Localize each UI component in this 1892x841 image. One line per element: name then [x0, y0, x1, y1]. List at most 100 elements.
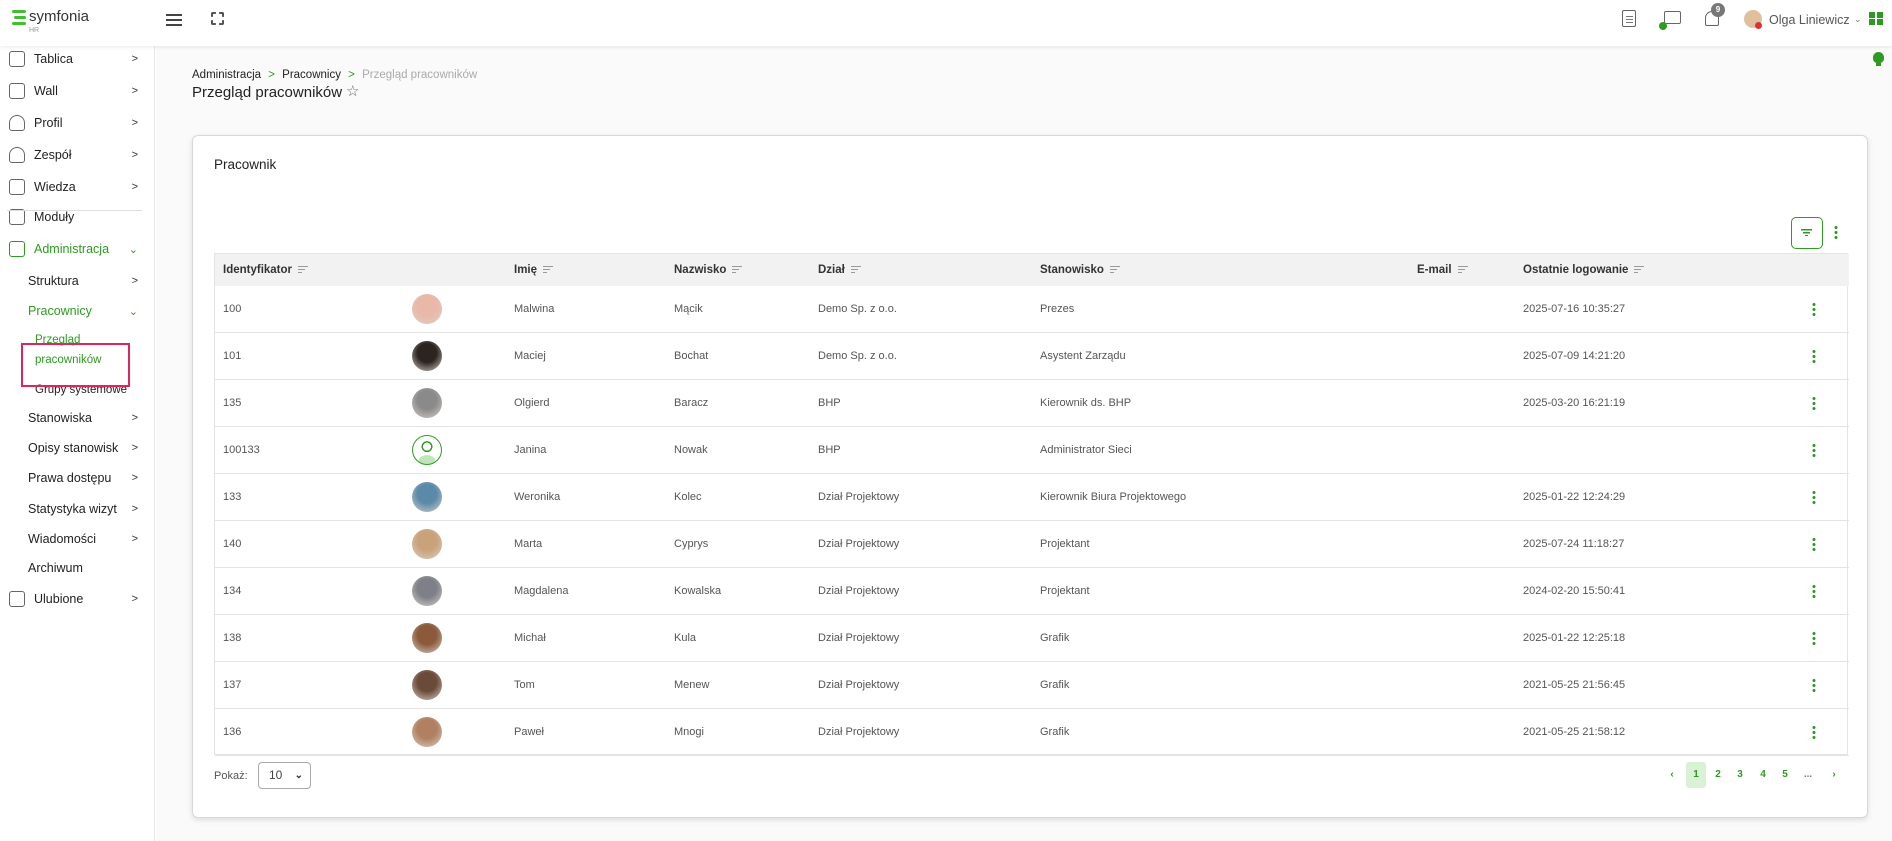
table-row[interactable]: 136 Paweł Mnogi Dział Projektowy Grafik 2021-…: [215, 709, 1849, 756]
column-header-label: Dział: [818, 264, 845, 276]
breadcrumb-administracja[interactable]: Administracja: [192, 69, 262, 81]
pagination-next-button[interactable]: ›: [1832, 769, 1836, 780]
column-header-dział[interactable]: Dział: [818, 254, 861, 286]
cell-last-login: 2021-05-25 21:58:12: [1523, 726, 1626, 738]
column-header-stanowisko[interactable]: Stanowisko: [1040, 254, 1120, 286]
avatar: [412, 529, 442, 559]
apps-grid-icon[interactable]: [1869, 12, 1883, 25]
cell-id: 100133: [223, 444, 260, 456]
cell-last: Kowalska: [674, 585, 722, 597]
cell-id: 134: [223, 585, 242, 597]
column-header-ostatnie-logowanie[interactable]: Ostatnie logowanie: [1523, 254, 1645, 286]
sidebar-item-administracja[interactable]: Administracja ⌄: [0, 235, 150, 263]
table-options-kebab-icon[interactable]: [1834, 225, 1838, 240]
row-actions-kebab-icon[interactable]: [1812, 584, 1816, 599]
user-menu-chevron-icon[interactable]: ⌄: [1854, 14, 1862, 24]
table-row[interactable]: 135 Olgierd Baracz BHP Kierownik ds. BHP 2025…: [215, 380, 1849, 427]
cell-first: Magdalena: [514, 585, 569, 597]
sidebar-item-label: Opisy stanowisk: [28, 441, 119, 455]
table-row[interactable]: 134 Magdalena Kowalska Dział Projektowy Proj…: [215, 568, 1849, 615]
sidebar-item-stanowiska[interactable]: Stanowiska >: [0, 404, 150, 432]
sort-icon[interactable]: [1634, 266, 1645, 274]
pagination-page-1[interactable]: 1: [1686, 762, 1706, 788]
sidebar-item-statystyka-wizyt[interactable]: Statystyka wizyt >: [0, 495, 150, 523]
pagination-page-2[interactable]: 2: [1715, 769, 1721, 780]
row-actions-kebab-icon[interactable]: [1812, 302, 1816, 317]
sidebar-item-grupy-systemowe[interactable]: Grupy systemowe: [0, 376, 150, 404]
chevron-right-icon: >: [131, 117, 138, 129]
lightbulb-icon[interactable]: [1873, 52, 1884, 66]
favorite-star-icon[interactable]: ☆: [346, 83, 360, 100]
sort-icon[interactable]: [298, 266, 309, 274]
chevron-right-icon: >: [131, 149, 138, 161]
cell-id: 135: [223, 397, 242, 409]
table-row[interactable]: 100 Malwina Mącik Demo Sp. z o.o. Prezes 2025…: [215, 286, 1849, 333]
pagination-page-ellipsis: ...: [1803, 769, 1813, 780]
sort-icon[interactable]: [543, 266, 554, 274]
sidebar-item-prawa-dostępu[interactable]: Prawa dostępu >: [0, 464, 150, 492]
filter-button[interactable]: [1791, 217, 1823, 249]
table-row[interactable]: 101 Maciej Bochat Demo Sp. z o.o. Asystent Z…: [215, 333, 1849, 380]
sidebar-item-zespół[interactable]: Zespół >: [0, 141, 150, 169]
row-actions-kebab-icon[interactable]: [1812, 443, 1816, 458]
sort-icon[interactable]: [1457, 266, 1468, 274]
sidebar-item-archiwum[interactable]: Archiwum: [0, 554, 150, 582]
sidebar-item-label: Wall: [34, 84, 58, 98]
menu-toggle-icon[interactable]: [166, 13, 182, 27]
cell-last-login: 2025-07-24 11:18:27: [1523, 538, 1625, 550]
messages-icon[interactable]: [1659, 11, 1681, 30]
sort-icon[interactable]: [1109, 266, 1120, 274]
table-row[interactable]: 137 Tom Menew Dział Projektowy Grafik 2021-05…: [215, 662, 1849, 709]
page-size-select[interactable]: 10 ⌄: [258, 762, 311, 789]
chat-icon: [9, 83, 25, 99]
row-actions-kebab-icon[interactable]: [1812, 490, 1816, 505]
cell-last: Baracz: [674, 397, 709, 409]
table-row[interactable]: 138 Michał Kula Dział Projektowy Grafik 2025-…: [215, 615, 1849, 662]
cell-last: Nowak: [674, 444, 708, 456]
pagination-prev-button[interactable]: ‹: [1670, 769, 1674, 780]
pagination-page-5[interactable]: 5: [1782, 769, 1788, 780]
user-avatar[interactable]: [1744, 10, 1762, 29]
sidebar-item-label: Pracownicy: [28, 304, 92, 318]
clipboard-icon[interactable]: [1622, 10, 1636, 27]
user-name[interactable]: Olga Liniewicz: [1769, 13, 1850, 27]
column-header-nazwisko[interactable]: Nazwisko: [674, 254, 743, 286]
row-actions-kebab-icon[interactable]: [1812, 631, 1816, 646]
column-header-identyfikator[interactable]: Identyfikator: [223, 254, 309, 286]
sidebar-item-tablica[interactable]: Tablica >: [0, 45, 150, 73]
table-row[interactable]: 133 Weronika Kolec Dział Projektowy Kierowni…: [215, 474, 1849, 521]
sidebar-item-pracowników[interactable]: pracowników: [0, 346, 150, 374]
sidebar-item-label: Archiwum: [28, 561, 83, 575]
cell-dept: Dział Projektowy: [818, 679, 900, 691]
sort-icon[interactable]: [732, 266, 743, 274]
sort-icon[interactable]: [850, 266, 861, 274]
sidebar-item-pracownicy[interactable]: Pracownicy ⌄: [0, 297, 150, 325]
pagination-page-4[interactable]: 4: [1760, 769, 1766, 780]
row-actions-kebab-icon[interactable]: [1812, 396, 1816, 411]
table-row[interactable]: 140 Marta Cyprys Dział Projektowy Projektant…: [215, 521, 1849, 568]
row-actions-kebab-icon[interactable]: [1812, 725, 1816, 740]
sidebar-item-ulubione[interactable]: Ulubione >: [0, 585, 150, 613]
table-row[interactable]: 100133 Janina Nowak BHP Administrator Sieci: [215, 427, 1849, 474]
row-actions-kebab-icon[interactable]: [1812, 349, 1816, 364]
row-actions-kebab-icon[interactable]: [1812, 537, 1816, 552]
sidebar-item-struktura[interactable]: Struktura >: [0, 267, 150, 295]
sidebar: Tablica > Wall > Profil > Zespół > Wiedza > Moduły…: [0, 46, 155, 841]
sidebar-item-wiedza[interactable]: Wiedza >: [0, 173, 150, 201]
sidebar-item-wiadomości[interactable]: Wiadomości >: [0, 525, 150, 553]
cell-id: 140: [223, 538, 242, 550]
logo-text: symfonia: [29, 8, 90, 25]
pagination-page-3[interactable]: 3: [1737, 769, 1743, 780]
sidebar-item-opisy-stanowisk[interactable]: Opisy stanowisk >: [0, 434, 150, 462]
chevron-down-icon: ⌄: [294, 770, 303, 781]
sidebar-item-profil[interactable]: Profil >: [0, 109, 150, 137]
fullscreen-icon[interactable]: [211, 12, 224, 25]
sidebar-item-label: Prawa dostępu: [28, 471, 112, 485]
sidebar-item-moduły[interactable]: Moduły: [0, 203, 150, 231]
column-header-e-mail[interactable]: E-mail: [1417, 254, 1468, 286]
breadcrumb-pracownicy[interactable]: Pracownicy: [282, 69, 341, 81]
column-header-imię[interactable]: Imię: [514, 254, 554, 286]
sidebar-item-wall[interactable]: Wall >: [0, 77, 150, 105]
cell-last: Bochat: [674, 350, 709, 362]
row-actions-kebab-icon[interactable]: [1812, 678, 1816, 693]
